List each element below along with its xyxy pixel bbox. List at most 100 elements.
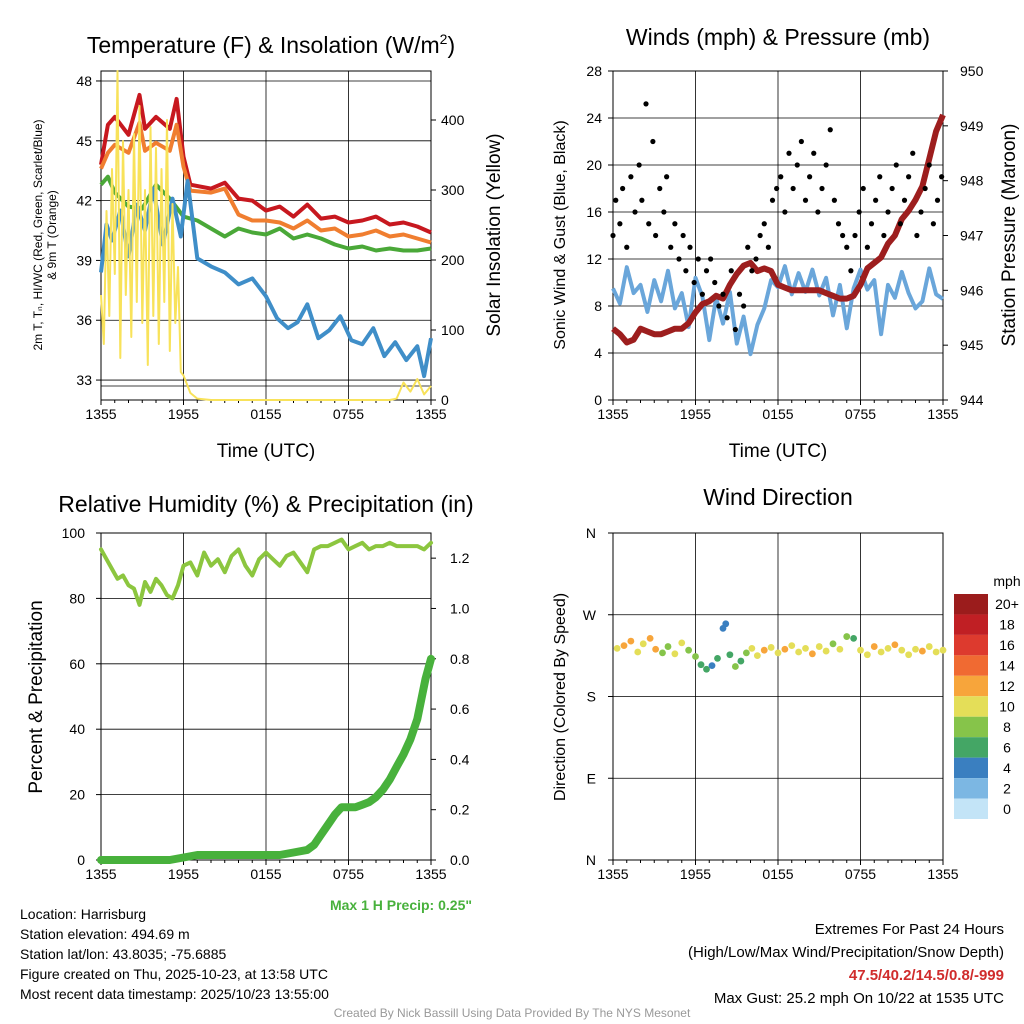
direction-point (671, 650, 679, 658)
x-tick-label: 0155 (762, 406, 793, 422)
y-tick-label: 20 (69, 787, 85, 803)
series-line-9m-t (99, 120, 432, 245)
gust-point (617, 221, 623, 227)
gust-point (646, 221, 652, 227)
gust-point (930, 221, 936, 227)
gust-point (835, 221, 842, 227)
extremes-subtitle: (High/Low/Max Wind/Precipitation/Snow De… (688, 944, 1004, 961)
gust-point (643, 101, 649, 107)
y-axis-title: 2m T, Tₙ, HI/WC (Red, Green, Scarlet/Blu… (31, 119, 45, 350)
gust-point (774, 185, 780, 192)
series-line-solar (100, 70, 432, 401)
x-axis-title: Time (UTC) (217, 441, 316, 462)
gust-point (724, 315, 730, 321)
gust-point (893, 162, 899, 168)
y2-tick-label: 945 (960, 337, 984, 353)
direction-point (748, 644, 756, 652)
y-tick-label: 8 (594, 298, 602, 314)
gust-point (798, 138, 804, 145)
gust-point (794, 162, 800, 168)
direction-point (829, 640, 837, 648)
direction-point (634, 648, 642, 656)
direction-point (898, 646, 906, 654)
y-tick-label: 60 (69, 656, 85, 672)
direction-point (850, 634, 858, 642)
figure-created: Figure created on Thu, 2025-10-23, at 13… (20, 966, 328, 982)
gust-point (840, 232, 846, 239)
x-tick-label: 0155 (250, 406, 281, 422)
colorbar-swatch (954, 778, 988, 799)
direction-point (932, 648, 940, 656)
direction-point (912, 645, 919, 653)
gust-point (613, 197, 619, 203)
gust-point (831, 197, 837, 203)
series-line-2m-t (99, 92, 432, 235)
gust-point (934, 197, 941, 203)
gust-point (657, 185, 663, 192)
gust-point (699, 291, 705, 297)
gust-point (860, 185, 866, 192)
gust-point (790, 185, 796, 192)
colorbar-label: 20+ (995, 596, 1019, 612)
gust-point (897, 221, 903, 227)
gust-point (639, 197, 645, 203)
gust-point (906, 174, 912, 180)
x-tick-label: 1355 (927, 866, 958, 882)
x-tick-label: 1355 (85, 866, 116, 882)
colorbar-label: 8 (1003, 719, 1011, 735)
gust-point (680, 232, 686, 239)
x-tick-label: 1355 (597, 406, 628, 422)
direction-point (697, 661, 705, 669)
x-tick-label: 0755 (845, 406, 876, 422)
gust-point (852, 232, 858, 239)
gust-point (778, 174, 784, 180)
y2-axis-title: Solar Insolation (Yellow) (484, 133, 505, 336)
x-tick-label: 1955 (680, 866, 711, 882)
gust-point (765, 244, 771, 250)
y2-tick-label: 950 (960, 63, 984, 79)
y-category-label: N (586, 852, 596, 868)
colorbar-label: 0 (1003, 801, 1011, 817)
gust-point (695, 256, 701, 262)
direction-point (857, 646, 864, 654)
x-tick-label: 1355 (85, 406, 116, 422)
y-tick-label: 16 (586, 204, 602, 220)
gust-point (802, 197, 809, 203)
y2-tick-label: 400 (441, 112, 465, 128)
gust-point (901, 197, 908, 203)
colorbar-label: 16 (999, 637, 1015, 653)
gust-point (628, 174, 634, 180)
gust-point (757, 232, 763, 239)
y-tick-label: 33 (76, 372, 92, 388)
gust-point (811, 150, 817, 156)
direction-point (884, 644, 892, 652)
gust-point (864, 244, 870, 250)
y-tick-label: 40 (69, 721, 85, 737)
gust-point (868, 221, 875, 227)
direction-point (646, 634, 654, 642)
y-tick-label: 39 (76, 252, 92, 268)
gust-point (620, 185, 626, 192)
y2-tick-label: 0.4 (450, 751, 470, 767)
x-tick-label: 1355 (597, 866, 628, 882)
colorbar-label: 10 (999, 699, 1015, 715)
y-axis-title: Direction (Colored By Speed) (552, 593, 569, 801)
colorbar-title: mph (993, 573, 1020, 589)
gust-point (624, 244, 630, 250)
gust-point (844, 244, 850, 250)
chart-title: Winds (mph) & Pressure (mb) (626, 24, 930, 50)
gust-point (683, 268, 689, 274)
gust-point (918, 209, 924, 215)
x-tick-label: 0755 (333, 406, 364, 422)
colorbar-swatch (954, 614, 988, 635)
colorbar-swatch (954, 655, 988, 676)
direction-point (708, 662, 716, 670)
direction-point (726, 651, 734, 659)
y2-tick-label: 0.0 (450, 852, 470, 868)
gust-point (807, 174, 813, 180)
y-tick-label: 0 (77, 852, 85, 868)
gust-point (761, 221, 767, 227)
gust-point (661, 209, 667, 215)
direction-point (703, 665, 710, 673)
gust-point (786, 150, 792, 156)
